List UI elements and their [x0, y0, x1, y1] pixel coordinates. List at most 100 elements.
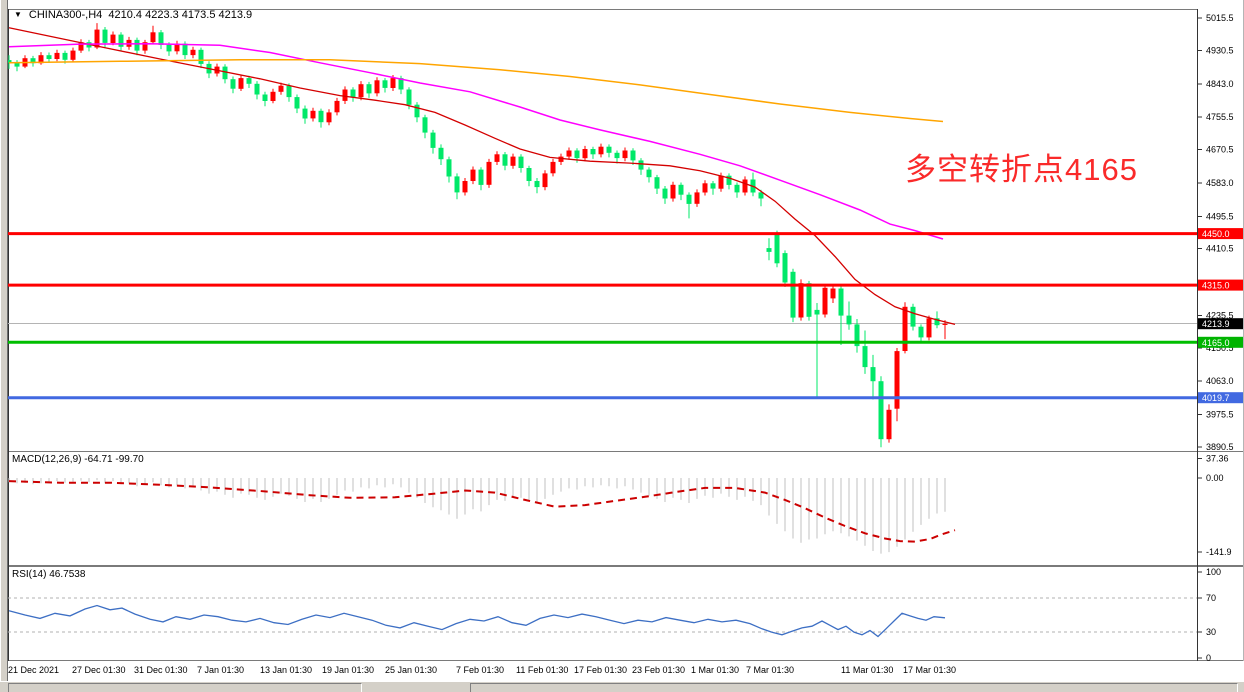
time-axis-label: 7 Jan 01:30 — [197, 665, 245, 675]
candle-bear — [678, 184, 684, 195]
candle-bull — [694, 192, 700, 204]
candle-bull — [622, 150, 628, 159]
ma-red-line — [8, 27, 956, 326]
candle-bear — [286, 85, 292, 98]
candle-bear — [934, 318, 940, 326]
macd-canvas[interactable]: 37.36 0.00 -141.9 — [8, 451, 1244, 566]
candle-bull — [926, 318, 932, 338]
time-axis-label: 7 Feb 01:30 — [456, 665, 505, 675]
window-frame-left — [0, 0, 8, 692]
time-axis-label: 21 Dec 2021 — [8, 665, 60, 675]
price-tick-label: 5015.5 — [1206, 13, 1234, 23]
candle-bull — [94, 29, 100, 48]
candle-bear — [654, 177, 660, 189]
candle-bear — [870, 367, 876, 382]
time-axis-label: 27 Dec 01:30 — [72, 665, 126, 675]
status-pane-right — [470, 683, 1238, 692]
time-axis-label: 11 Mar 01:30 — [841, 665, 894, 675]
candle-bear — [518, 156, 524, 168]
candle-bear — [166, 44, 172, 52]
candle-bear — [182, 43, 188, 56]
dropdown-arrow-icon[interactable]: ▼ — [14, 10, 22, 19]
candle-bear — [198, 49, 204, 64]
price-badge-bg — [1198, 279, 1243, 291]
rsi-label: RSI(14) 46.7538 — [12, 569, 86, 580]
candle-bear — [734, 184, 740, 193]
price-tick-label: 3975.5 — [1206, 410, 1234, 420]
candle-bear — [910, 306, 916, 327]
macd-panel[interactable]: 37.36 0.00 -141.9 MACD(12,26,9) -64.71 -99… — [8, 451, 1244, 566]
candle-bull — [942, 323, 948, 325]
candle-bull — [54, 52, 60, 59]
candle-bear — [62, 52, 68, 60]
status-pane-left — [8, 683, 362, 692]
time-axis-label: 17 Feb 01:30 — [574, 665, 628, 675]
price-tick-label: 4495.5 — [1206, 211, 1234, 221]
candle-bear — [806, 283, 812, 317]
candle-bear — [606, 146, 612, 153]
candle-bear — [614, 152, 620, 159]
candle-bear — [526, 168, 532, 181]
rsi-panel[interactable]: 100 70 30 0 RSI(14) 46.7538 — [8, 566, 1244, 661]
main-chart-canvas[interactable]: 5015.5 4930.5 4843.0 4755.5 4670.5 4583.0 4495… — [8, 0, 1244, 451]
candle-bear — [398, 78, 404, 90]
candle-bear — [8, 60, 12, 63]
macd-tick-label: -141.9 — [1206, 547, 1232, 557]
candle-bull — [174, 43, 180, 52]
rsi-tick-label: 100 — [1206, 567, 1221, 577]
candle-bear — [662, 188, 668, 199]
annotation-text: 多空转折点4165 — [905, 152, 1138, 187]
chart-title-text: CHINA300-,H4 4210.4 4223.3 4173.5 4213.9 — [28, 9, 253, 21]
price-badge-bg — [1198, 336, 1243, 348]
candle-bear — [430, 132, 436, 148]
candle-bear — [686, 194, 692, 204]
ma-magenta-line — [8, 42, 944, 240]
price-tick-label: 4930.5 — [1206, 45, 1234, 55]
candle-bear — [766, 248, 772, 252]
time-axis-label: 23 Feb 01:30 — [632, 665, 686, 675]
candle-bull — [486, 161, 492, 185]
candle-bear — [814, 309, 820, 315]
candle-bull — [566, 150, 572, 157]
main-chart-panel[interactable]: 5015.5 4930.5 4843.0 4755.5 4670.5 4583.0 4495… — [8, 0, 1244, 451]
candle-bear — [854, 324, 860, 347]
candle-bull — [358, 84, 364, 98]
candle-bull — [326, 112, 332, 123]
candle-bear — [422, 117, 428, 133]
candle-bull — [894, 351, 900, 409]
candle-bear — [318, 110, 324, 123]
candle-bear — [366, 84, 372, 94]
candle-bear — [638, 160, 644, 170]
price-tick-label: 4063.0 — [1206, 376, 1234, 386]
candle-bull — [742, 179, 748, 193]
candle-bull — [702, 183, 708, 193]
candle-bear — [630, 150, 636, 161]
candle-bull — [718, 175, 724, 189]
rsi-canvas[interactable]: 100 70 30 0 — [8, 566, 1244, 661]
candle-bull — [670, 184, 676, 199]
candle-bear — [790, 271, 796, 318]
macd-label: MACD(12,26,9) -64.71 -99.70 — [12, 454, 144, 465]
price-badge-bg — [1198, 228, 1243, 240]
candle-bull — [278, 85, 284, 92]
status-bar — [0, 681, 1244, 692]
candle-bull — [550, 161, 556, 174]
macd-tick-label: 0.00 — [1206, 473, 1224, 483]
candle-bull — [822, 287, 828, 315]
ma-orange-line — [8, 59, 944, 123]
candle-bull — [374, 80, 380, 94]
candle-bear — [710, 183, 716, 189]
time-axis-label: 31 Dec 01:30 — [134, 665, 188, 675]
time-axis-label: 25 Jan 01:30 — [385, 665, 438, 675]
time-axis[interactable]: 21 Dec 2021 27 Dec 01:30 31 Dec 01:30 7 Jan… — [8, 661, 1244, 681]
candle-bear — [774, 233, 780, 264]
candle-bear — [438, 147, 444, 160]
candle-bear — [574, 150, 580, 159]
candle-bear — [878, 381, 884, 440]
candle-bear — [918, 326, 924, 338]
candle-bear — [726, 175, 732, 185]
time-axis-label: 13 Jan 01:30 — [260, 665, 313, 675]
rsi-tick-label: 0 — [1206, 653, 1211, 661]
candle-bear — [446, 159, 452, 177]
candle-bull — [902, 306, 908, 351]
